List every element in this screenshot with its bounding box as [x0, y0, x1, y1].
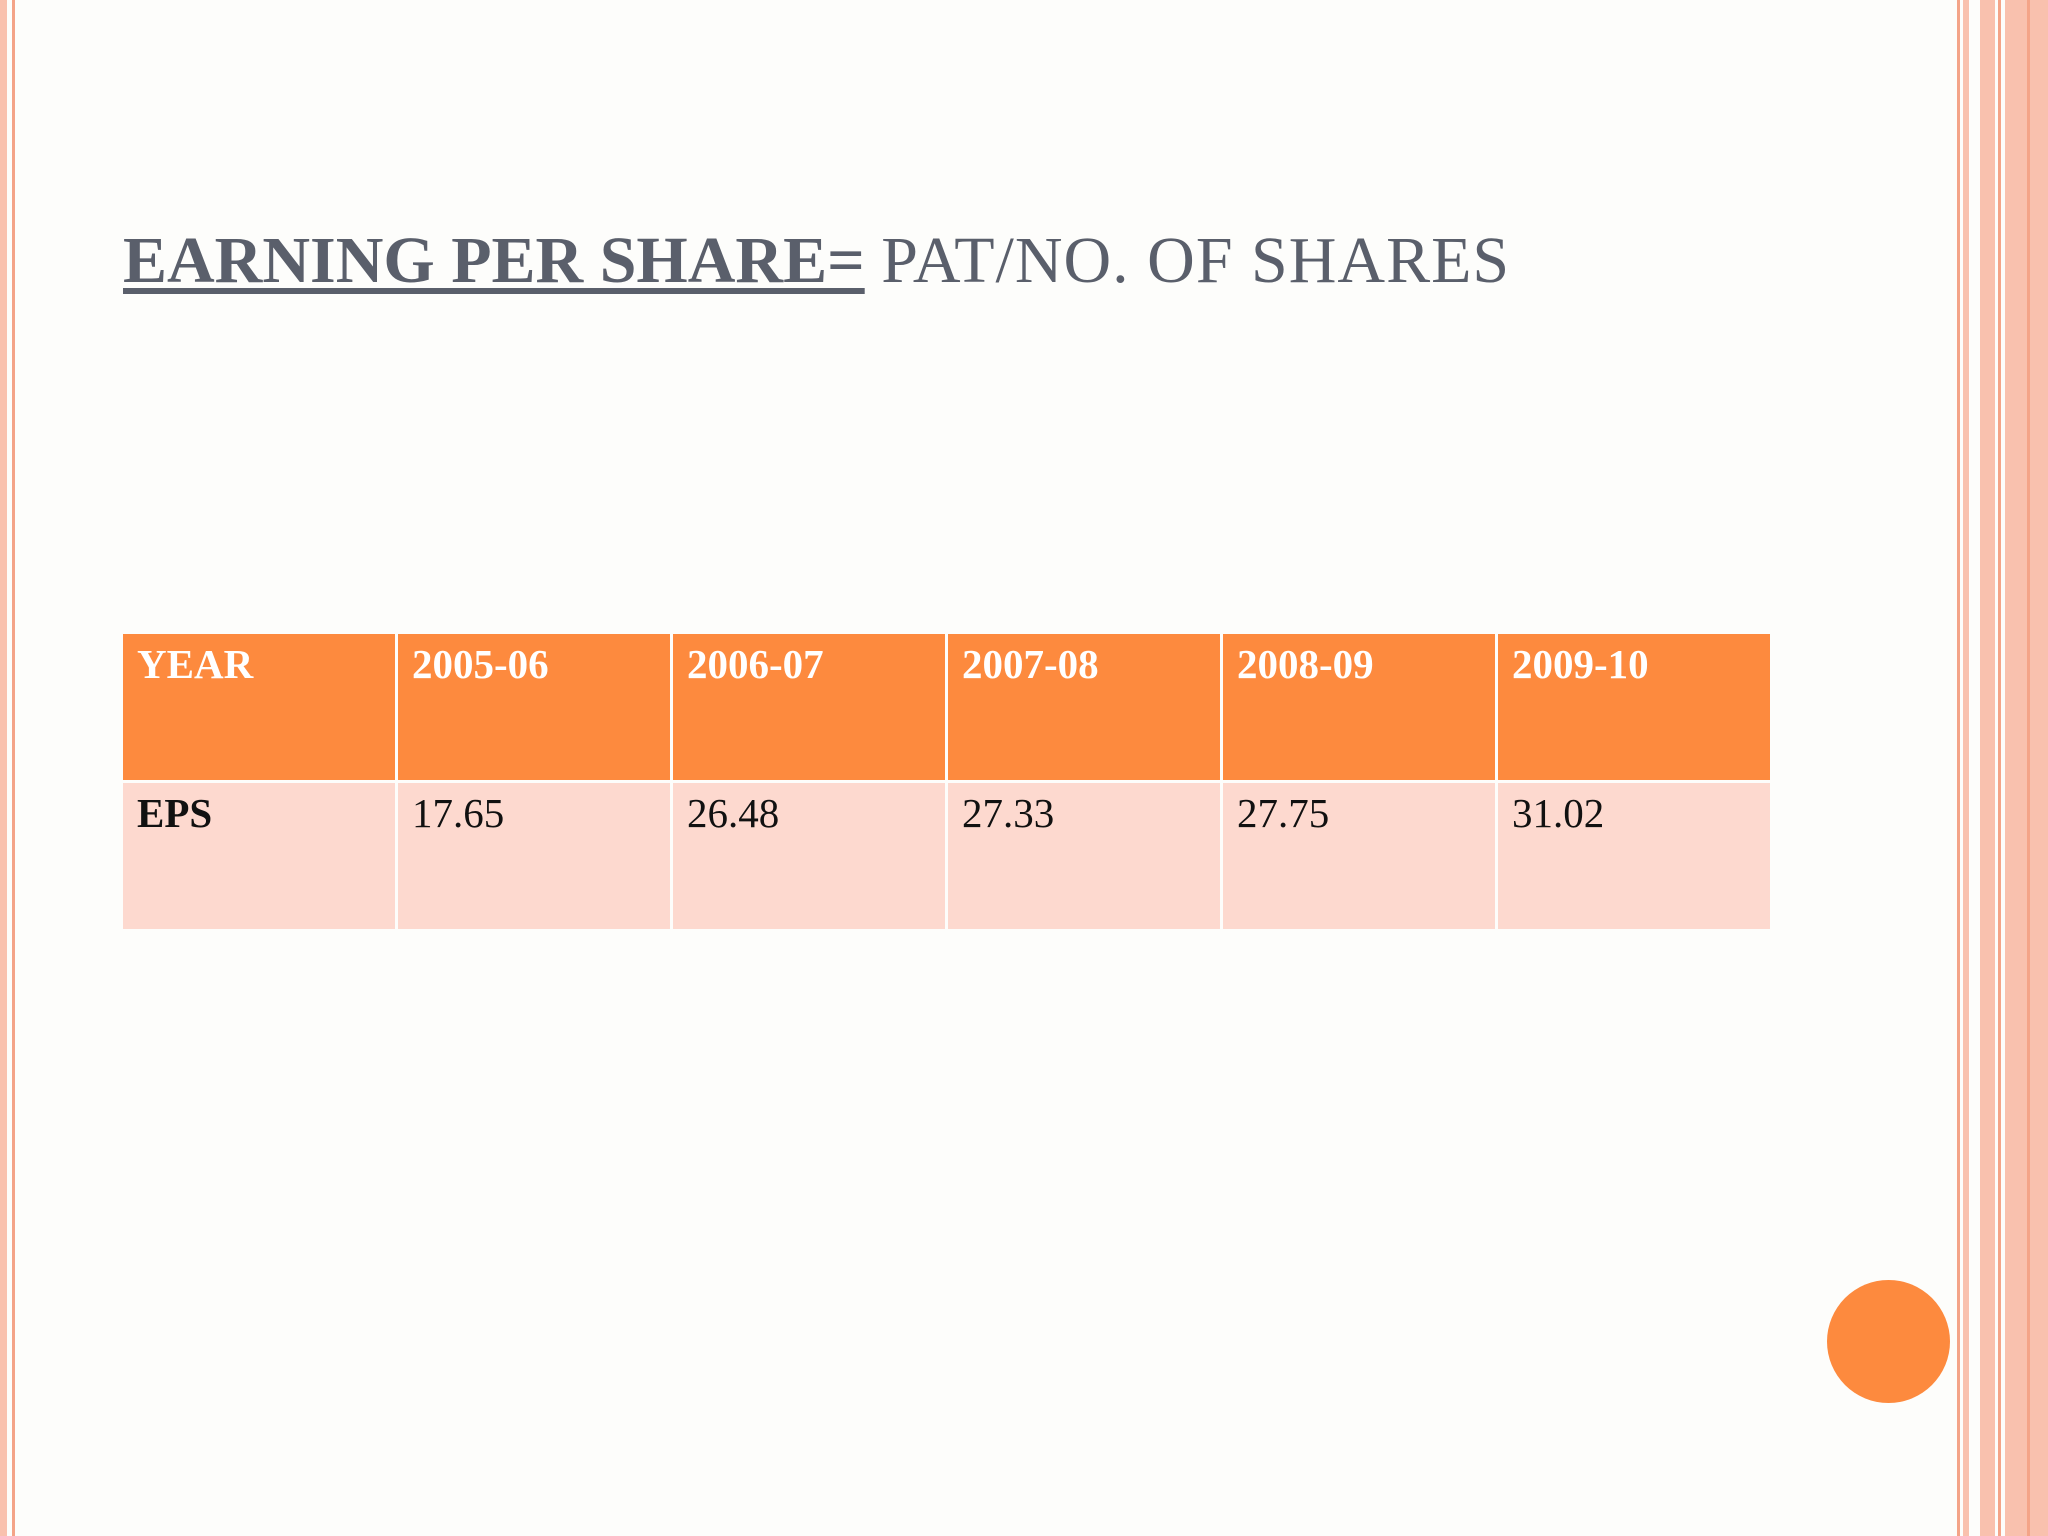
right-border-line-3	[2027, 0, 2030, 1536]
table-header-row: YEAR 2005-06 2006-07 2007-08 2008-09 200…	[123, 634, 1770, 780]
header-cell-year: YEAR	[123, 634, 395, 780]
header-cell-2007-08: 2007-08	[948, 634, 1220, 780]
right-border-band-2	[1980, 0, 1995, 1536]
header-cell-2005-06: 2005-06	[398, 634, 670, 780]
header-cell-2006-07: 2006-07	[673, 634, 945, 780]
left-border-inner	[12, 0, 15, 1536]
decorative-circle	[1827, 1280, 1950, 1403]
right-border-line-2	[1998, 0, 2001, 1536]
eps-value-2009-10: 31.02	[1498, 783, 1770, 929]
eps-value-2008-09: 27.75	[1223, 783, 1495, 929]
eps-value-2005-06: 17.65	[398, 783, 670, 929]
row-label-eps: EPS	[123, 783, 395, 929]
left-border-outer	[0, 0, 7, 1536]
title-formula: PAT/NO. OF SHARES	[881, 224, 1511, 297]
eps-table: YEAR 2005-06 2006-07 2007-08 2008-09 200…	[120, 631, 1773, 932]
right-border-band-3	[2005, 0, 2048, 1536]
eps-value-2006-07: 26.48	[673, 783, 945, 929]
header-cell-2008-09: 2008-09	[1223, 634, 1495, 780]
table-row-eps: EPS 17.65 26.48 27.33 27.75 31.02	[123, 783, 1770, 929]
eps-value-2007-08: 27.33	[948, 783, 1220, 929]
title-bold-part: EARNING PER SHARE=	[123, 224, 865, 297]
right-border-band-1	[1963, 0, 1969, 1536]
right-border-line-1	[1957, 0, 1960, 1536]
slide-title: EARNING PER SHARE= PAT/NO. OF SHARES	[123, 228, 1510, 294]
header-cell-2009-10: 2009-10	[1498, 634, 1770, 780]
